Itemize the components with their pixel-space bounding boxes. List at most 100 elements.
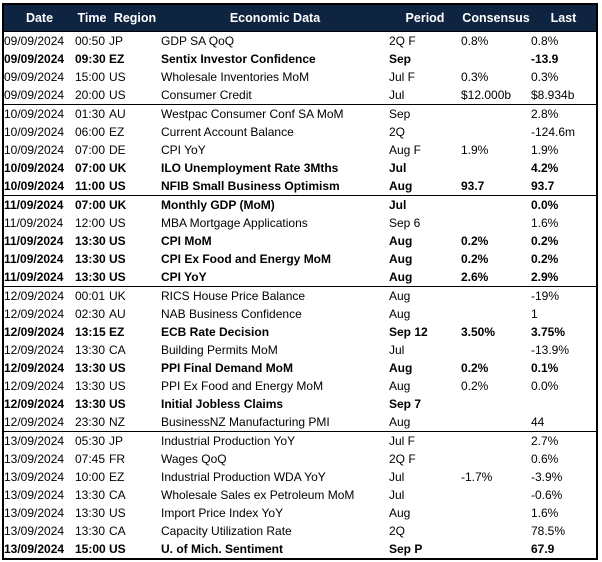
table-row: 13/09/2024 13:30 US Import Price Index YoY A… (3, 504, 597, 522)
cell-period: 2Q F (389, 452, 416, 466)
cell-period: Aug (389, 252, 413, 266)
cell-time: 13:30 (75, 252, 106, 266)
cell-economic-data: ILO Unemployment Rate 3Mths (161, 161, 339, 175)
cell-last: 2.9% (531, 270, 559, 284)
cell-period: Aug (389, 286, 461, 305)
cell-period: Sep 7 (389, 397, 422, 411)
cell-consensus: 2.6% (461, 270, 489, 284)
cell-last: 0.1% (531, 361, 559, 375)
column-header-consensus: Consensus (461, 4, 531, 32)
table-row: 12/09/2024 23:30 NZ BusinessNZ Manufacturin… (3, 413, 597, 432)
table-row: 10/09/2024 06:00 EZ Current Account Balance… (3, 123, 597, 141)
cell-region: CA (109, 488, 126, 502)
cell-date: 13/09/2024 (4, 470, 65, 484)
cell-time: 07:00 (75, 161, 106, 175)
cell-time: 06:00 (75, 125, 106, 139)
column-header-region: Region (109, 4, 161, 32)
cell-date: 11/09/2024 (4, 252, 64, 266)
cell-economic-data: Wages QoQ (161, 452, 227, 466)
table-row: 11/09/2024 12:00 US MBA Mortgage Applicatio… (3, 214, 597, 232)
cell-period: Aug (389, 234, 413, 248)
cell-region: US (109, 252, 126, 266)
cell-last: 1.6% (531, 506, 559, 520)
cell-last: $8.934b (531, 88, 575, 102)
cell-period: Sep P (389, 542, 423, 556)
cell-date: 12/09/2024 (4, 325, 65, 339)
cell-last: 0.6% (531, 452, 559, 466)
cell-period: Aug F (389, 143, 422, 157)
cell-last: -13.9% (531, 343, 570, 357)
cell-economic-data: CPI Ex Food and Energy MoM (161, 252, 332, 266)
cell-date: 12/09/2024 (4, 307, 65, 321)
table-row: 09/09/2024 20:00 US Consumer Credit Jul $12.0… (3, 86, 597, 105)
cell-region: US (109, 379, 126, 393)
cell-date: 10/09/2024 (4, 161, 65, 175)
economic-calendar-table: Date Time Region Economic Data Period Co… (2, 3, 598, 560)
cell-consensus: -1.7% (461, 470, 493, 484)
table-row: 12/09/2024 13:15 EZ ECB Rate Decision Sep 12… (3, 323, 597, 341)
cell-date: 12/09/2024 (4, 415, 65, 429)
cell-time: 12:00 (75, 216, 106, 230)
table-row: 10/09/2024 01:30 AU Westpac Consumer Conf S… (3, 104, 597, 123)
cell-date: 09/09/2024 (4, 70, 65, 84)
cell-economic-data: Industrial Production WDA YoY (161, 470, 326, 484)
cell-region: FR (109, 452, 125, 466)
cell-time: 05:30 (75, 431, 109, 450)
cell-economic-data: PPI Final Demand MoM (161, 361, 294, 375)
cell-consensus (461, 286, 531, 305)
cell-period: Aug (389, 415, 411, 429)
cell-date: 09/09/2024 (4, 52, 65, 66)
cell-region: CA (109, 343, 126, 357)
cell-economic-data: Wholesale Inventories MoM (161, 70, 310, 84)
cell-date: 11/09/2024 (4, 234, 64, 248)
cell-region: AU (109, 307, 126, 321)
cell-economic-data: MBA Mortgage Applications (161, 216, 308, 230)
cell-consensus: 0.2% (461, 379, 489, 393)
table-row: 12/09/2024 02:30 AU NAB Business Confidence… (3, 305, 597, 323)
cell-last: 78.5% (531, 524, 566, 538)
cell-period: Aug (389, 379, 411, 393)
cell-economic-data: CPI YoY (161, 270, 207, 284)
cell-period: Jul (389, 343, 405, 357)
cell-region: US (109, 179, 126, 193)
table-row: 11/09/2024 13:30 US CPI MoM Aug 0.2% 0.2% (3, 232, 597, 250)
calendar-table-body: 09/09/2024 00:50 JP GDP SA QoQ 2Q F 0.8% 0.8% 0… (3, 32, 597, 560)
cell-date: 13/09/2024 (4, 524, 65, 538)
cell-consensus: 93.7 (461, 179, 485, 193)
cell-time: 01:30 (75, 104, 109, 123)
cell-time: 11:00 (75, 179, 106, 193)
cell-economic-data: Westpac Consumer Conf SA MoM (161, 104, 389, 123)
column-header-time: Time (75, 4, 109, 32)
cell-region: EZ (109, 470, 125, 484)
cell-last: 93.7 (531, 179, 555, 193)
cell-last: 0.8% (531, 34, 559, 48)
cell-consensus (461, 159, 531, 177)
cell-time: 09:30 (75, 52, 106, 66)
cell-region: US (109, 542, 126, 556)
cell-region: NZ (109, 415, 125, 429)
cell-period: Aug (389, 270, 413, 284)
cell-consensus (461, 504, 531, 522)
table-row: 10/09/2024 07:00 UK ILO Unemployment Rate 3… (3, 159, 597, 177)
cell-economic-data: Building Permits MoM (161, 343, 278, 357)
cell-last: -19% (531, 286, 597, 305)
cell-region: EZ (109, 325, 125, 339)
table-row: 13/09/2024 13:30 CA Capacity Utilization Ra… (3, 522, 597, 540)
cell-consensus (461, 214, 531, 232)
cell-period: 2Q (389, 524, 406, 538)
cell-economic-data: Wholesale Sales ex Petroleum MoM (161, 488, 355, 502)
cell-last: 0.0% (531, 379, 559, 393)
cell-region: DE (109, 143, 126, 157)
cell-economic-data: CPI YoY (161, 143, 206, 157)
column-header-date: Date (3, 4, 75, 32)
cell-consensus: 0.3% (461, 70, 489, 84)
cell-time: 07:45 (75, 452, 106, 466)
cell-consensus: 0.8% (461, 34, 489, 48)
table-row: 09/09/2024 09:30 EZ Sentix Investor Confide… (3, 50, 597, 68)
table-row: 09/09/2024 00:50 JP GDP SA QoQ 2Q F 0.8% 0.8% (3, 32, 597, 51)
cell-economic-data: Sentix Investor Confidence (161, 52, 316, 66)
cell-last: 3.75% (531, 325, 566, 339)
table-row: 13/09/2024 15:00 US U. of Mich. Sentiment Se… (3, 540, 597, 559)
cell-economic-data: NFIB Small Business Optimism (161, 179, 340, 193)
table-row: 12/09/2024 13:30 US Initial Jobless Claims S… (3, 395, 597, 413)
